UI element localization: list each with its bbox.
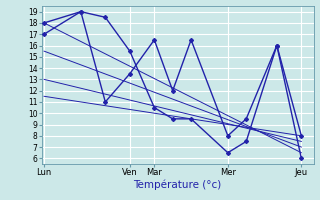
X-axis label: Température (°c): Température (°c) — [133, 180, 222, 190]
